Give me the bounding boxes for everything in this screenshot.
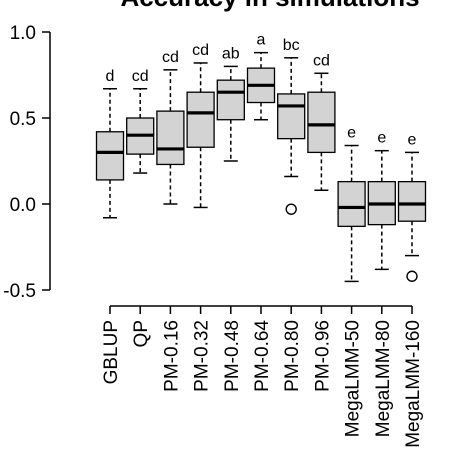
iqr-box — [397, 180, 427, 222]
significance-letter: d — [106, 68, 115, 85]
box-PM-0.96: cd — [307, 52, 336, 191]
significance-letter: ab — [222, 45, 240, 62]
significance-letter: e — [408, 131, 417, 148]
x-tick-label: MegaLMM-80 — [373, 320, 394, 437]
x-tick-label: MegaLMM-50 — [343, 320, 364, 437]
y-tick-label: 1.0 — [10, 23, 36, 44]
box-MegaLMM-80: e — [367, 130, 396, 271]
x-tick-label: PM-0.96 — [312, 320, 333, 392]
outlier-point — [285, 203, 297, 215]
iqr-box — [156, 110, 185, 166]
iqr-box — [95, 131, 125, 181]
significance-letter: cd — [192, 42, 209, 59]
box-PM-0.16: cd — [156, 49, 185, 205]
box-GBLUP: d — [95, 68, 125, 219]
iqr-box — [307, 91, 336, 154]
box-QP: cd — [126, 68, 155, 174]
box-PM-0.32: cd — [186, 42, 215, 209]
iqr-box — [186, 91, 215, 148]
significance-letter: cd — [162, 49, 179, 66]
iqr-box — [337, 180, 366, 228]
box-PM-0.80: bc — [277, 37, 306, 215]
box-MegaLMM-160: e — [397, 131, 427, 282]
iqr-box — [277, 93, 306, 140]
iqr-box — [216, 79, 245, 121]
x-tick-label: PM-0.48 — [222, 320, 243, 392]
significance-letter: e — [377, 130, 386, 147]
outlier-point — [406, 270, 418, 282]
significance-letter: cd — [132, 68, 149, 85]
y-tick-label: 0.0 — [10, 195, 36, 216]
box-PM-0.48: ab — [216, 45, 245, 162]
significance-letter: a — [257, 32, 266, 49]
x-tick-label: PM-0.32 — [192, 320, 213, 392]
x-tick-label: PM-0.16 — [161, 320, 182, 392]
chart-title: Accuracy in simulations — [120, 0, 419, 12]
x-tick-label: PM-0.64 — [252, 320, 273, 392]
x-tick-label: PM-0.80 — [282, 320, 303, 392]
significance-letter: e — [347, 125, 356, 142]
x-axis: GBLUP QP PM-0.16 PM-0.32 PM-0.48 PM-0.64 PM-0.… — [101, 305, 424, 448]
x-tick-label: MegaLMM-160 — [403, 320, 424, 448]
box-PM-0.64: a — [246, 32, 276, 121]
significance-letter: cd — [313, 52, 330, 69]
x-tick-label: QP — [131, 320, 152, 347]
x-tick-label: GBLUP — [101, 320, 122, 384]
y-tick-label: -0.5 — [3, 281, 36, 302]
significance-letter: bc — [283, 37, 300, 54]
y-axis: -0.5 0.0 0.5 1.0 — [3, 23, 51, 302]
box-MegaLMM-50: e — [337, 125, 366, 283]
y-tick-label: 0.5 — [10, 109, 36, 130]
